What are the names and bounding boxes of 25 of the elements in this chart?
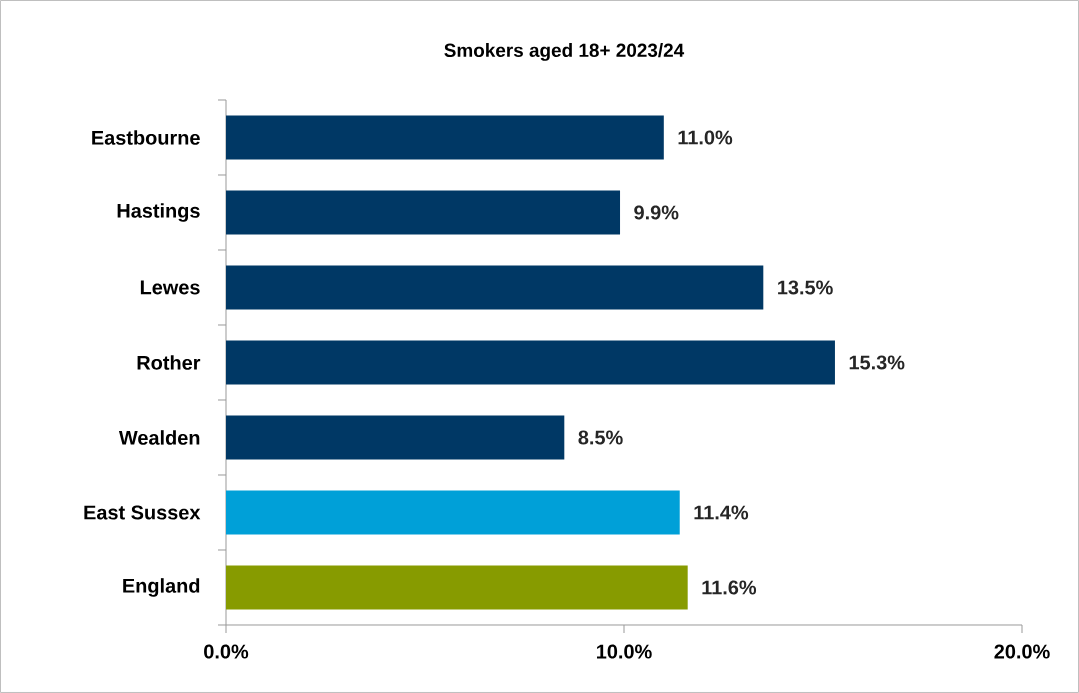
y-tick-label: East Sussex — [84, 505, 201, 520]
bar — [226, 565, 688, 610]
data-label: 11.4% — [694, 505, 749, 520]
bar — [226, 265, 764, 310]
bar — [226, 115, 664, 160]
chart-title: Smokers aged 18+ 2023/24 — [444, 43, 685, 61]
x-tick-label: 10.0% — [597, 644, 652, 659]
y-tick-label: Eastbourne — [92, 130, 200, 145]
y-tick-label: Hastings — [117, 203, 200, 222]
data-label: 13.5% — [778, 280, 833, 295]
bar — [226, 340, 835, 385]
bar — [226, 490, 680, 535]
y-tick-label: Rother — [137, 355, 201, 370]
bar — [226, 190, 621, 235]
y-tick-label: Lewes — [140, 280, 200, 295]
data-label: 11.0% — [678, 130, 733, 145]
x-tick-label: 20.0% — [994, 644, 1050, 659]
data-label: 9.9% — [634, 205, 679, 220]
data-label: 11.6% — [702, 580, 757, 595]
bar — [226, 415, 565, 460]
y-tick-label: Wealden — [118, 430, 200, 445]
x-tick-label: 0.0% — [204, 644, 249, 659]
y-tick-label: England — [123, 578, 200, 597]
data-label: 15.3% — [849, 355, 905, 370]
data-label: 8.5% — [578, 430, 623, 445]
